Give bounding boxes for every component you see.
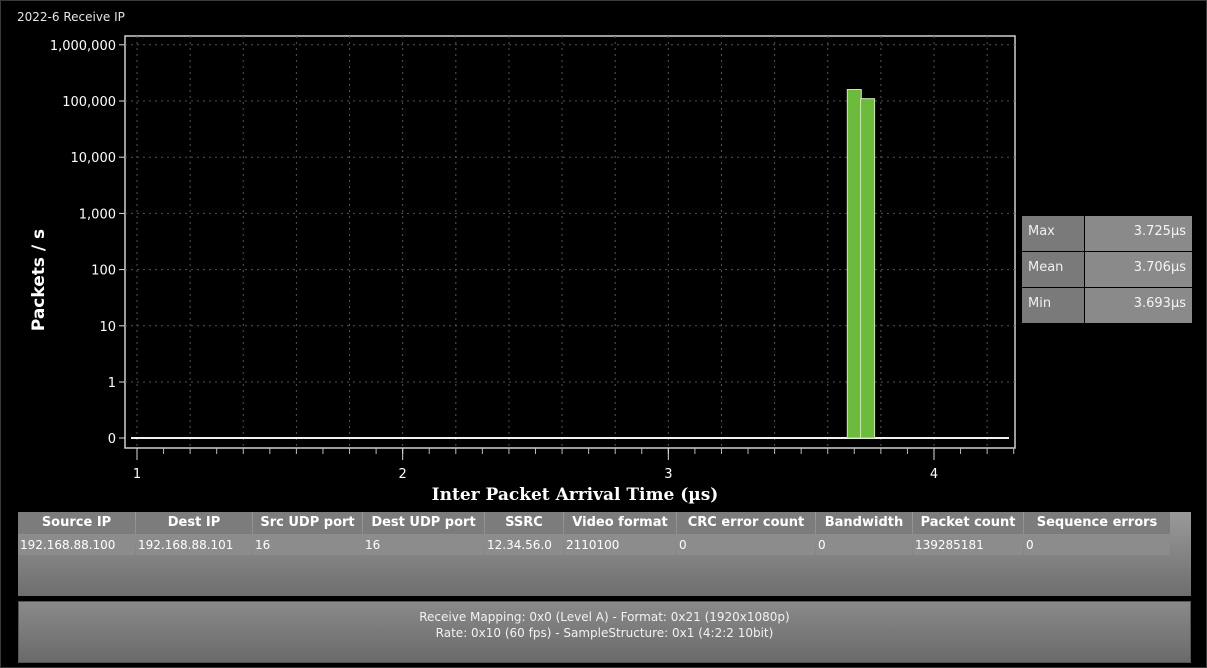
- table-cell: 0: [816, 535, 912, 555]
- table-row[interactable]: 192.168.88.100 192.168.88.101 16 16 12.3…: [18, 535, 1191, 555]
- y-tick-label: 1: [108, 376, 116, 391]
- x-tick-label: 4: [930, 467, 938, 482]
- y-tick-label: 1,000,000: [50, 39, 116, 54]
- table-cell: 16: [363, 535, 484, 555]
- stat-label: Max: [1022, 216, 1084, 251]
- y-tick-label: 10: [99, 320, 116, 335]
- y-tick-label: 100: [91, 264, 116, 279]
- x-axis-label: Inter Packet Arrival Time (µs): [432, 485, 719, 505]
- table-cell: 12.34.56.0: [485, 535, 563, 555]
- stat-row-max: Max 3.725µs: [1022, 216, 1192, 251]
- stat-value: 3.725µs: [1085, 216, 1192, 251]
- column-header[interactable]: Packet count: [913, 512, 1023, 534]
- table-header: Source IP Dest IP Src UDP port Dest UDP …: [18, 512, 1191, 534]
- stat-value: 3.693µs: [1085, 288, 1192, 323]
- status-panel: Receive Mapping: 0x0 (Level A) - Format:…: [18, 601, 1191, 663]
- x-tick-label: 1: [133, 467, 141, 482]
- column-header[interactable]: Dest UDP port: [363, 512, 484, 534]
- stream-table[interactable]: Source IP Dest IP Src UDP port Dest UDP …: [18, 512, 1191, 596]
- table-cell: 192.168.88.101: [136, 535, 252, 555]
- column-header[interactable]: Dest IP: [136, 512, 252, 534]
- stat-label: Min: [1022, 288, 1084, 323]
- table-cell: 192.168.88.100: [18, 535, 135, 555]
- stat-row-min: Min 3.693µs: [1022, 288, 1192, 323]
- column-header[interactable]: CRC error count: [677, 512, 815, 534]
- histogram-bar: [860, 98, 876, 439]
- stat-row-mean: Mean 3.706µs: [1022, 252, 1192, 287]
- column-header[interactable]: Src UDP port: [253, 512, 362, 534]
- y-tick-label: 1,000: [79, 207, 116, 222]
- y-tick-label: 0: [108, 432, 116, 447]
- plot-area: [124, 35, 1016, 449]
- y-tick-label: 10,000: [71, 151, 117, 166]
- stat-value: 3.706µs: [1085, 252, 1192, 287]
- histogram-bar: [846, 89, 862, 439]
- window-title: 2022-6 Receive IP: [17, 10, 125, 24]
- status-line-1: Receive Mapping: 0x0 (Level A) - Format:…: [419, 610, 790, 624]
- table-cell: 0: [677, 535, 815, 555]
- table-cell: 2110100: [564, 535, 676, 555]
- stats-panel: Max 3.725µs Mean 3.706µs Min 3.693µs: [1022, 216, 1192, 324]
- column-header[interactable]: SSRC: [485, 512, 563, 534]
- column-header[interactable]: Bandwidth: [816, 512, 912, 534]
- table-cell: 16: [253, 535, 362, 555]
- x-tick-label: 3: [664, 467, 672, 482]
- status-line-2: Rate: 0x10 (60 fps) - SampleStructure: 0…: [435, 626, 774, 640]
- column-header[interactable]: Source IP: [18, 512, 135, 534]
- column-header[interactable]: Video format: [564, 512, 676, 534]
- stat-label: Mean: [1022, 252, 1084, 287]
- y-tick-label: 100,000: [62, 95, 116, 110]
- table-cell: 0: [1024, 535, 1170, 555]
- y-axis-label: Packets / s: [29, 229, 49, 331]
- column-header[interactable]: Sequence errors: [1024, 512, 1170, 534]
- x-tick-label: 2: [399, 467, 407, 482]
- table-cell: 139285181: [913, 535, 1023, 555]
- histogram-chart: 0 1 10 100 1,000 10,000 100,000 1,000,000 1 2 3 4 In…: [29, 35, 1016, 505]
